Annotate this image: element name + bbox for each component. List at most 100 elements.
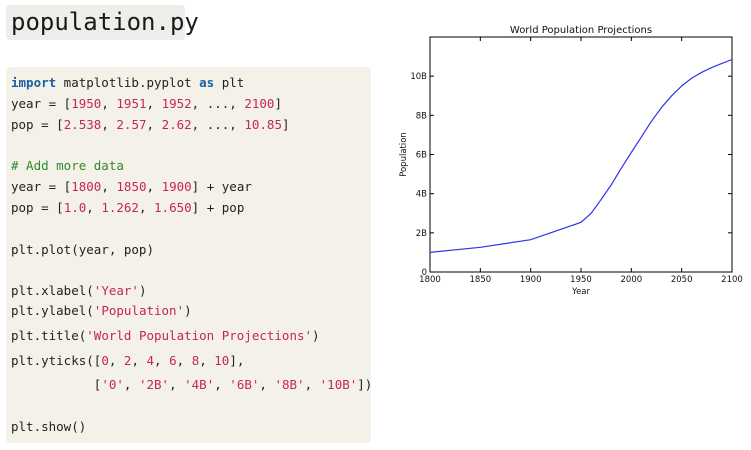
code-text: , <box>123 377 139 392</box>
code-line: plt.title('World Population Projections'… <box>11 328 320 344</box>
y-tick-label: 0 <box>422 268 427 278</box>
code-text: ) <box>184 303 192 318</box>
code-text: , ..., <box>191 117 245 132</box>
code-literal: 1800 <box>71 179 102 194</box>
code-literal: 1.262 <box>101 200 139 215</box>
file-name-header: population.py <box>6 5 199 40</box>
code-literal: 4 <box>146 353 155 368</box>
code-line: plt.plot(year, pop) <box>11 242 154 258</box>
x-tick-label: 2100 <box>721 275 743 285</box>
code-comment: # Add more data <box>11 158 124 173</box>
code-text: , <box>108 353 124 368</box>
code-line: plt.yticks([0, 2, 4, 6, 8, 10], <box>11 353 244 369</box>
code-text: plt.xlabel( <box>11 283 94 298</box>
code-literal: '8B' <box>274 377 305 392</box>
code-text: plt.title( <box>11 328 87 343</box>
code-text: , <box>138 200 155 215</box>
code-line: year = [1950, 1951, 1952, ..., 2100] <box>11 96 282 112</box>
x-tick-label: 1800 <box>419 275 441 285</box>
code-text: plt <box>214 75 245 90</box>
code-literal: 'Year' <box>93 283 139 298</box>
code-text: ) <box>138 283 147 298</box>
code-text: , <box>131 353 147 368</box>
code-text: ] <box>282 117 290 132</box>
code-literal: 1950 <box>71 96 102 111</box>
code-literal: '6B' <box>229 377 260 392</box>
code-text: year = [ <box>11 179 72 194</box>
code-literal: 1952 <box>161 96 192 111</box>
code-text: pop = [ <box>11 200 64 215</box>
code-line: plt.xlabel('Year') <box>11 283 146 299</box>
code-literal: 'Population' <box>93 303 185 318</box>
code-text: ], <box>229 353 245 368</box>
code-text: , <box>146 96 162 111</box>
code-text: ] <box>274 96 282 111</box>
code-literal: '4B' <box>184 377 215 392</box>
code-text: plt.show() <box>11 419 87 434</box>
code-text: ] + year <box>191 179 252 194</box>
code-text: , <box>199 353 215 368</box>
plot-frame <box>429 36 733 273</box>
x-tick-label: 2000 <box>621 275 643 285</box>
x-tick-label: 1850 <box>470 275 492 285</box>
code-literal: '10B' <box>319 377 358 392</box>
x-tick-label: 2050 <box>671 275 693 285</box>
code-text: , <box>169 377 185 392</box>
code-line: ['0', '2B', '4B', '6B', '8B', '10B']) <box>11 377 373 393</box>
code-text: ] + pop <box>191 200 245 215</box>
code-text: , <box>101 96 117 111</box>
code-text: year = [ <box>11 96 72 111</box>
x-axis-label: Year <box>571 287 591 297</box>
code-text: ]) <box>357 377 373 392</box>
code-text: , <box>86 200 102 215</box>
code-literal: 2.57 <box>116 117 147 132</box>
code-literal: 10 <box>214 353 230 368</box>
y-tick-label: 10B <box>410 72 427 82</box>
code-text: plt.yticks([ <box>11 353 102 368</box>
y-axis-label: Population <box>399 132 409 177</box>
code-line: pop = [1.0, 1.262, 1.650] + pop <box>11 200 244 216</box>
code-line: plt.ylabel('Population') <box>11 303 192 319</box>
code-text: , <box>304 377 320 392</box>
code-text: , <box>146 117 162 132</box>
code-literal: 0 <box>101 353 109 368</box>
code-text: , ..., <box>191 96 245 111</box>
code-literal: 1900 <box>161 179 192 194</box>
code-text: plt.plot(year, pop) <box>11 242 154 257</box>
code-literal: 6 <box>169 353 177 368</box>
y-tick-label: 8B <box>416 111 427 121</box>
code-literal: 2 <box>123 353 132 368</box>
code-keyword: as <box>199 75 215 90</box>
x-tick-label: 1900 <box>520 275 542 285</box>
population-series-line <box>429 58 733 253</box>
code-text: , <box>101 179 117 194</box>
code-literal: 2100 <box>244 96 275 111</box>
code-literal: 1.0 <box>63 200 87 215</box>
code-literal: 2.62 <box>161 117 192 132</box>
code-line: pop = [2.538, 2.57, 2.62, ..., 10.85] <box>11 117 290 133</box>
code-line: import matplotlib.pyplot as plt <box>11 75 244 91</box>
code-text: , <box>101 117 117 132</box>
code-literal: '2B' <box>138 377 170 392</box>
code-text: , <box>259 377 275 392</box>
code-text: , <box>154 353 170 368</box>
code-literal: '0' <box>101 377 124 392</box>
x-tick-label: 1950 <box>570 275 592 285</box>
code-keyword: import <box>11 75 57 90</box>
code-literal: 2.538 <box>63 117 102 132</box>
code-text: pop = [ <box>11 117 64 132</box>
code-text: , <box>146 179 162 194</box>
chart-title: World Population Projections <box>510 25 652 36</box>
code-text: [ <box>11 377 102 392</box>
code-line: # Add more data <box>11 158 124 174</box>
code-literal: 'World Population Projections' <box>86 328 313 343</box>
code-block: import matplotlib.pyplot as plt year = [1… <box>6 67 373 443</box>
code-literal: 1850 <box>116 179 147 194</box>
y-tick-label: 6B <box>416 151 427 161</box>
code-text: ) <box>312 328 320 343</box>
code-text: , <box>176 353 192 368</box>
code-line: year = [1800, 1850, 1900] + year <box>11 179 252 195</box>
y-tick-label: 2B <box>416 229 427 239</box>
code-literal: 1951 <box>116 96 147 111</box>
